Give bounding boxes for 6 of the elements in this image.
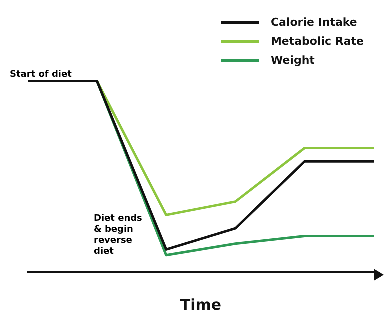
- text: Start of diet: [10, 70, 72, 80]
- annotation: Diet ends & begin reverse diet: [94, 214, 144, 258]
- legend-label: Metabolic Rate: [270, 35, 364, 48]
- legend-label: Weight: [270, 54, 315, 67]
- x-axis-title: Time: [180, 296, 222, 314]
- legend-label: Calorie Intake: [270, 16, 358, 29]
